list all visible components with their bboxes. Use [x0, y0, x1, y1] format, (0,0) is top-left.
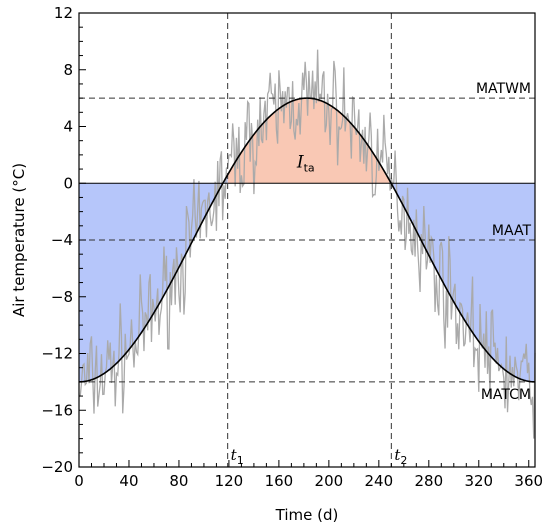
shaded-regions — [79, 98, 535, 382]
y-tick-label: 4 — [63, 118, 73, 136]
x-tick-label: 40 — [119, 472, 138, 490]
y-tick-label: 8 — [63, 61, 73, 79]
chart-labels: Time (d) Air temperature (°C) MATWM MAAT MAT… — [10, 81, 531, 524]
x-tick-label: 80 — [169, 472, 188, 490]
x-tick-label: 0 — [74, 472, 84, 490]
x-tick-label: 360 — [514, 472, 543, 490]
y-tick-label: 12 — [54, 4, 73, 22]
x-axis-label: Time (d) — [275, 506, 339, 524]
freeze-region-early — [79, 174, 228, 382]
thaw-index-label: Ita — [296, 153, 315, 175]
y-tick-label: 0 — [63, 174, 73, 192]
label-matcm: MATCM — [481, 387, 531, 403]
y-tick-label: −8 — [51, 288, 73, 306]
freeze-region-late — [391, 183, 535, 382]
x-tick-label: 280 — [414, 472, 443, 490]
reference-lines — [79, 13, 535, 467]
y-axis-label: Air temperature (°C) — [10, 163, 28, 317]
x-tick-label: 240 — [365, 472, 394, 490]
x-tick-label: 120 — [215, 472, 244, 490]
x-tick-label: 160 — [265, 472, 294, 490]
y-tick-label: −4 — [51, 231, 73, 249]
model-curve — [78, 97, 536, 383]
x-tick-label: 320 — [464, 472, 493, 490]
label-maat: MAAT — [492, 223, 532, 239]
thaw-day-label-2: t2 — [394, 446, 407, 467]
sinusoidal-model — [78, 97, 536, 383]
label-matwm: MATWM — [476, 81, 531, 97]
thaw-day-label-1: t1 — [231, 446, 244, 467]
axes: 0 40 80 120 160 200 240 280 320 360 −20 −16 −12 −8 −4 0… — [41, 4, 543, 490]
y-tick-label: −20 — [41, 458, 73, 476]
y-tick-label: −16 — [41, 401, 73, 419]
x-tick-label: 200 — [315, 472, 344, 490]
y-tick-label: −12 — [41, 345, 73, 363]
thaw-region — [227, 98, 392, 184]
